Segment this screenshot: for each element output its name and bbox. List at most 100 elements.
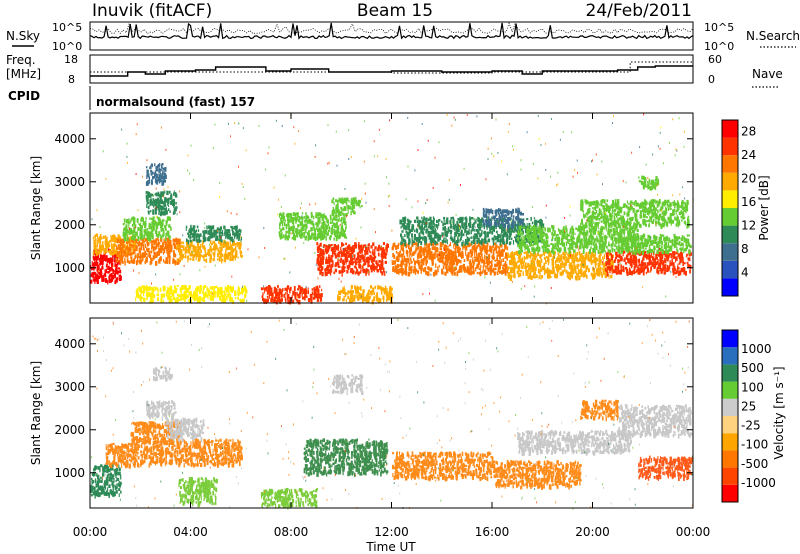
data-cell xyxy=(454,267,458,271)
data-cell xyxy=(454,232,457,237)
data-cell xyxy=(475,267,477,272)
data-cell xyxy=(526,240,529,243)
data-cell xyxy=(190,290,192,295)
data-cell xyxy=(318,244,321,250)
data-cell xyxy=(348,246,351,250)
data-cell xyxy=(326,219,329,224)
data-cell xyxy=(109,257,112,260)
data-cell xyxy=(195,250,198,254)
data-cell xyxy=(320,212,322,218)
data-cell xyxy=(234,235,236,239)
data-cell xyxy=(227,293,230,296)
data-cell xyxy=(400,233,402,237)
data-cell xyxy=(215,243,217,247)
data-cell xyxy=(156,180,158,185)
data-cell xyxy=(340,219,343,222)
data-cell xyxy=(394,269,397,273)
data-cell xyxy=(265,286,268,292)
data-cell xyxy=(175,298,178,304)
data-cell xyxy=(498,247,501,251)
data-cell xyxy=(469,243,471,247)
data-cell xyxy=(487,238,491,243)
data-cell xyxy=(237,297,239,300)
data-cell xyxy=(178,238,181,242)
data-cell xyxy=(231,256,234,261)
data-cell xyxy=(489,245,491,248)
data-cell xyxy=(227,234,230,239)
data-cell xyxy=(146,228,149,231)
data-cell xyxy=(445,219,447,223)
data-cell xyxy=(393,242,396,247)
data-cell xyxy=(492,245,495,248)
data-cell xyxy=(432,226,435,229)
data-cell xyxy=(273,298,276,302)
data-cell xyxy=(416,229,419,233)
data-cell xyxy=(500,240,502,246)
data-cell xyxy=(218,293,220,297)
data-cell xyxy=(571,257,573,261)
data-cell xyxy=(332,250,336,254)
data-cell xyxy=(446,255,449,261)
data-cell xyxy=(416,259,419,264)
data-cell xyxy=(367,295,370,300)
data-cell xyxy=(167,253,170,258)
data-cell xyxy=(444,261,447,265)
data-cell xyxy=(90,273,93,278)
data-cell xyxy=(492,241,495,246)
data-cell xyxy=(430,230,433,235)
data-cell xyxy=(491,255,493,259)
data-cell xyxy=(403,255,406,259)
data-cell xyxy=(419,225,422,230)
data-cell xyxy=(474,228,476,232)
data-cell xyxy=(130,217,133,220)
data-cell xyxy=(313,288,316,294)
data-cell xyxy=(162,293,165,298)
data-cell xyxy=(133,235,136,239)
data-cell xyxy=(168,224,171,228)
data-cell xyxy=(300,226,302,229)
data-cell xyxy=(495,212,497,217)
data-cell xyxy=(173,202,175,207)
data-cell xyxy=(153,240,155,244)
data-cell xyxy=(328,236,331,240)
data-cell xyxy=(371,299,374,305)
data-cell xyxy=(92,263,95,267)
data-cell xyxy=(360,269,362,273)
data-cell xyxy=(221,253,223,257)
data-cell xyxy=(312,296,315,300)
data-cell xyxy=(296,299,299,304)
data-cell xyxy=(487,267,489,272)
data-cell xyxy=(119,274,121,279)
data-cell xyxy=(390,295,394,299)
data-cell xyxy=(520,258,523,262)
data-cell xyxy=(201,297,204,302)
data-cell xyxy=(594,252,596,257)
data-cell xyxy=(380,286,382,290)
data-cell xyxy=(161,163,164,166)
data-cell xyxy=(353,245,355,249)
data-cell xyxy=(469,222,471,227)
data-cell xyxy=(477,259,479,263)
data-cell xyxy=(492,253,495,259)
data-cell xyxy=(484,269,487,274)
data-cell xyxy=(444,271,447,276)
data-cell xyxy=(344,198,346,202)
data-cell xyxy=(512,219,514,223)
data-cell xyxy=(115,268,117,272)
data-cell xyxy=(365,268,367,274)
data-cell xyxy=(473,235,475,240)
data-cell xyxy=(343,288,346,293)
data-cell xyxy=(371,260,373,264)
data-cell xyxy=(290,218,292,223)
data-cell xyxy=(90,265,92,269)
data-cell xyxy=(121,257,124,262)
data-cell xyxy=(147,254,149,257)
data-cell xyxy=(137,219,139,224)
data-cell xyxy=(514,236,516,239)
data-cell xyxy=(161,245,164,251)
data-cell xyxy=(163,299,165,303)
data-cell xyxy=(404,234,406,237)
data-cell xyxy=(96,248,98,254)
data-cell xyxy=(431,240,433,246)
data-cell xyxy=(401,260,404,265)
